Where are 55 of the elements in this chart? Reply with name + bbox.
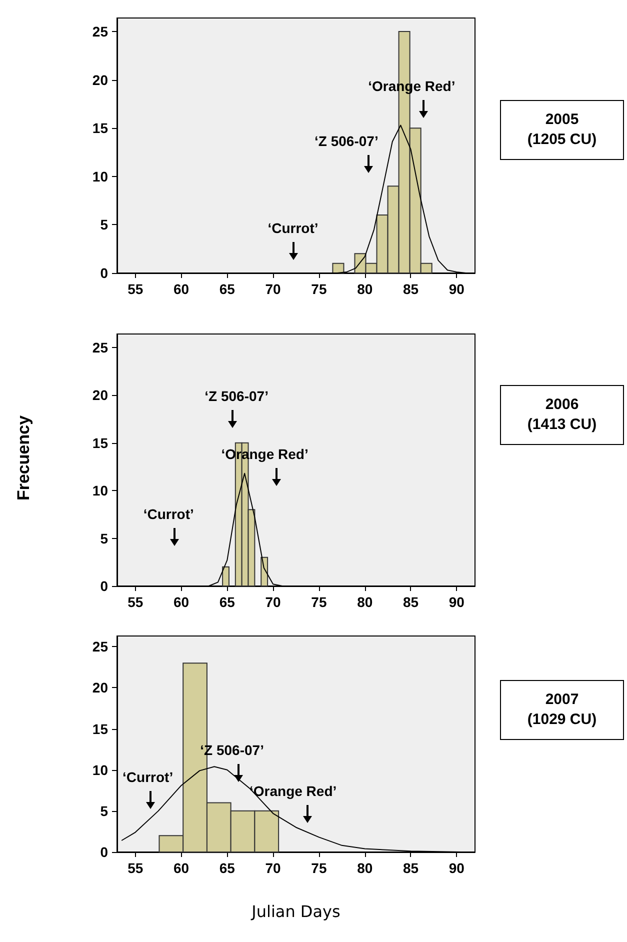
y-tick-label: 25 — [92, 339, 108, 356]
x-tick-label: 85 — [402, 281, 419, 297]
y-tick-label: 15 — [92, 720, 108, 737]
x-tick-label: 75 — [311, 594, 327, 610]
x-tick-label: 85 — [402, 860, 419, 876]
x-tick-label: 75 — [311, 860, 327, 876]
y-tick-label: 15 — [92, 120, 108, 136]
x-axis-title: Julian Days — [252, 902, 340, 921]
x-tick-label: 55 — [128, 281, 144, 297]
x-tick-label: 55 — [128, 594, 144, 610]
x-tick-label: 65 — [219, 860, 236, 876]
y-tick-label: 25 — [92, 24, 108, 40]
x-tick-label: 85 — [402, 594, 419, 610]
y-tick-label: 5 — [100, 530, 108, 546]
x-tick-label: 70 — [265, 860, 282, 876]
annotation: ‘Z 506-07’ — [204, 388, 268, 404]
x-tick-label: 80 — [357, 281, 373, 297]
annotation: ‘Currot’ — [122, 769, 174, 786]
y-tick-label: 20 — [92, 680, 108, 696]
x-tick-label: 75 — [311, 281, 327, 297]
y-tick-label: 15 — [92, 434, 108, 451]
text: (1205 CU) — [526, 130, 598, 150]
y-tick-label: 20 — [92, 387, 108, 404]
x-tick-label: 60 — [173, 860, 190, 876]
text: 2005 — [544, 110, 580, 130]
text: (1029 CU) — [526, 710, 598, 730]
x-tick-label: 80 — [357, 594, 373, 610]
y-tick-label: 10 — [92, 482, 108, 499]
y-tick-label: 25 — [92, 638, 108, 655]
text: 2007 — [544, 690, 580, 710]
x-tick-label: 65 — [219, 281, 236, 297]
y-tick-label: 5 — [100, 216, 108, 233]
y-tick-label: 10 — [92, 168, 108, 184]
annotation: ‘Currot’ — [268, 220, 318, 236]
x-tick-label: 60 — [173, 594, 190, 610]
annotation: ‘Z 506-07’ — [314, 133, 378, 150]
x-tick-label: 90 — [448, 860, 465, 876]
y-axis-title: Frecuency — [14, 414, 34, 500]
y-tick-label: 0 — [100, 265, 108, 281]
y-tick-label: 0 — [100, 578, 108, 594]
x-tick-label: 90 — [448, 281, 465, 297]
y-tick-label: 0 — [100, 844, 108, 860]
text: (1413 CU) — [526, 415, 598, 435]
x-tick-label: 70 — [265, 281, 282, 297]
x-tick-label: 60 — [173, 281, 190, 297]
y-tick-label: 20 — [92, 72, 108, 88]
y-tick-label: 10 — [92, 762, 108, 778]
x-tick-label: 55 — [128, 860, 144, 876]
text: 2006 — [544, 395, 580, 415]
y-tick-label: 5 — [100, 802, 108, 819]
x-tick-label: 70 — [265, 594, 282, 610]
annotation: ‘Currot’ — [143, 506, 194, 522]
x-tick-label: 90 — [448, 594, 465, 610]
x-tick-label: 80 — [357, 860, 373, 876]
x-tick-label: 65 — [219, 594, 236, 610]
